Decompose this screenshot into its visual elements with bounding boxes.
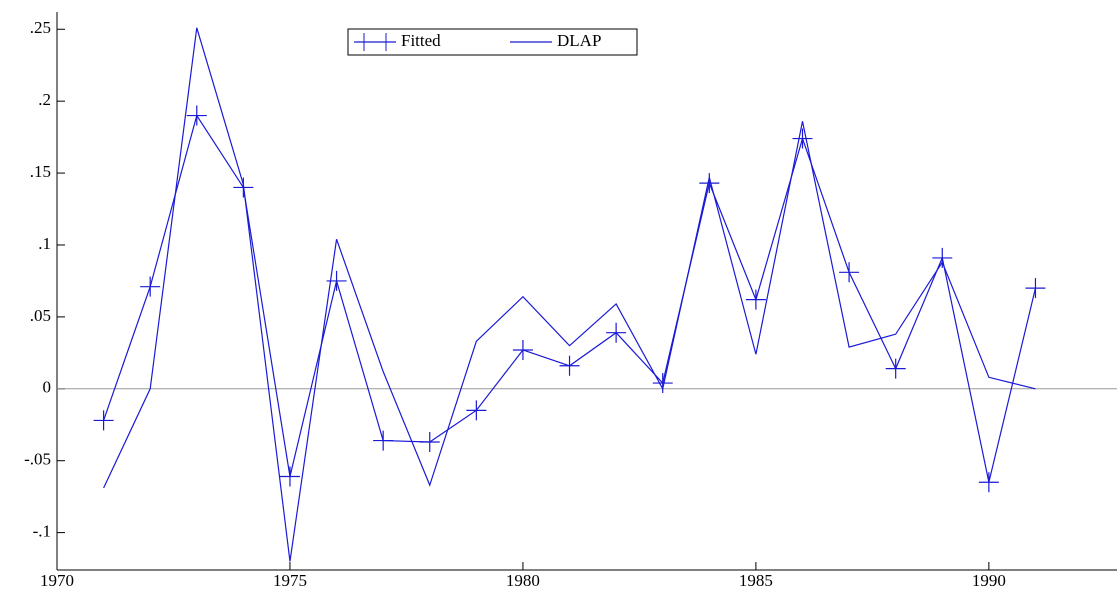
series-line (103, 114, 1037, 483)
x-tick-label: 1980 (506, 571, 540, 590)
legend-box (347, 28, 638, 56)
y-tick-label: -.1 (33, 522, 51, 541)
plus-marker (326, 270, 347, 291)
plus-marker (559, 355, 580, 376)
y-tick-label: .05 (30, 306, 51, 325)
plus-marker (279, 466, 300, 487)
plus-marker (419, 432, 440, 453)
y-tick-label: -.05 (24, 450, 51, 469)
y-tick-label: .2 (38, 90, 51, 109)
plus-marker (932, 247, 953, 268)
plus-marker (1025, 278, 1046, 299)
x-tick-label: 1985 (739, 571, 773, 590)
plus-marker (839, 262, 860, 283)
series-line (103, 27, 1036, 562)
x-tick-label: 1975 (273, 571, 307, 590)
y-tick-label: .1 (38, 234, 51, 253)
legend-label: DLAP (557, 31, 601, 50)
plus-marker (885, 358, 906, 379)
x-tick-label: 1970 (40, 571, 74, 590)
plus-marker (186, 105, 207, 126)
legend-label: Fitted (401, 31, 441, 50)
plus-marker (606, 322, 627, 343)
plus-marker (140, 276, 161, 297)
plus-marker (699, 173, 720, 194)
y-tick-label: 0 (43, 378, 52, 397)
plus-marker (512, 339, 533, 360)
plus-marker (93, 410, 114, 431)
plus-marker (466, 400, 487, 421)
plus-marker (978, 472, 999, 493)
plus-marker (792, 128, 813, 149)
x-tick-label: 1990 (972, 571, 1006, 590)
y-tick-label: .25 (30, 18, 51, 37)
plus-marker (373, 430, 394, 451)
y-tick-label: .15 (30, 162, 51, 181)
plus-marker (745, 289, 766, 310)
